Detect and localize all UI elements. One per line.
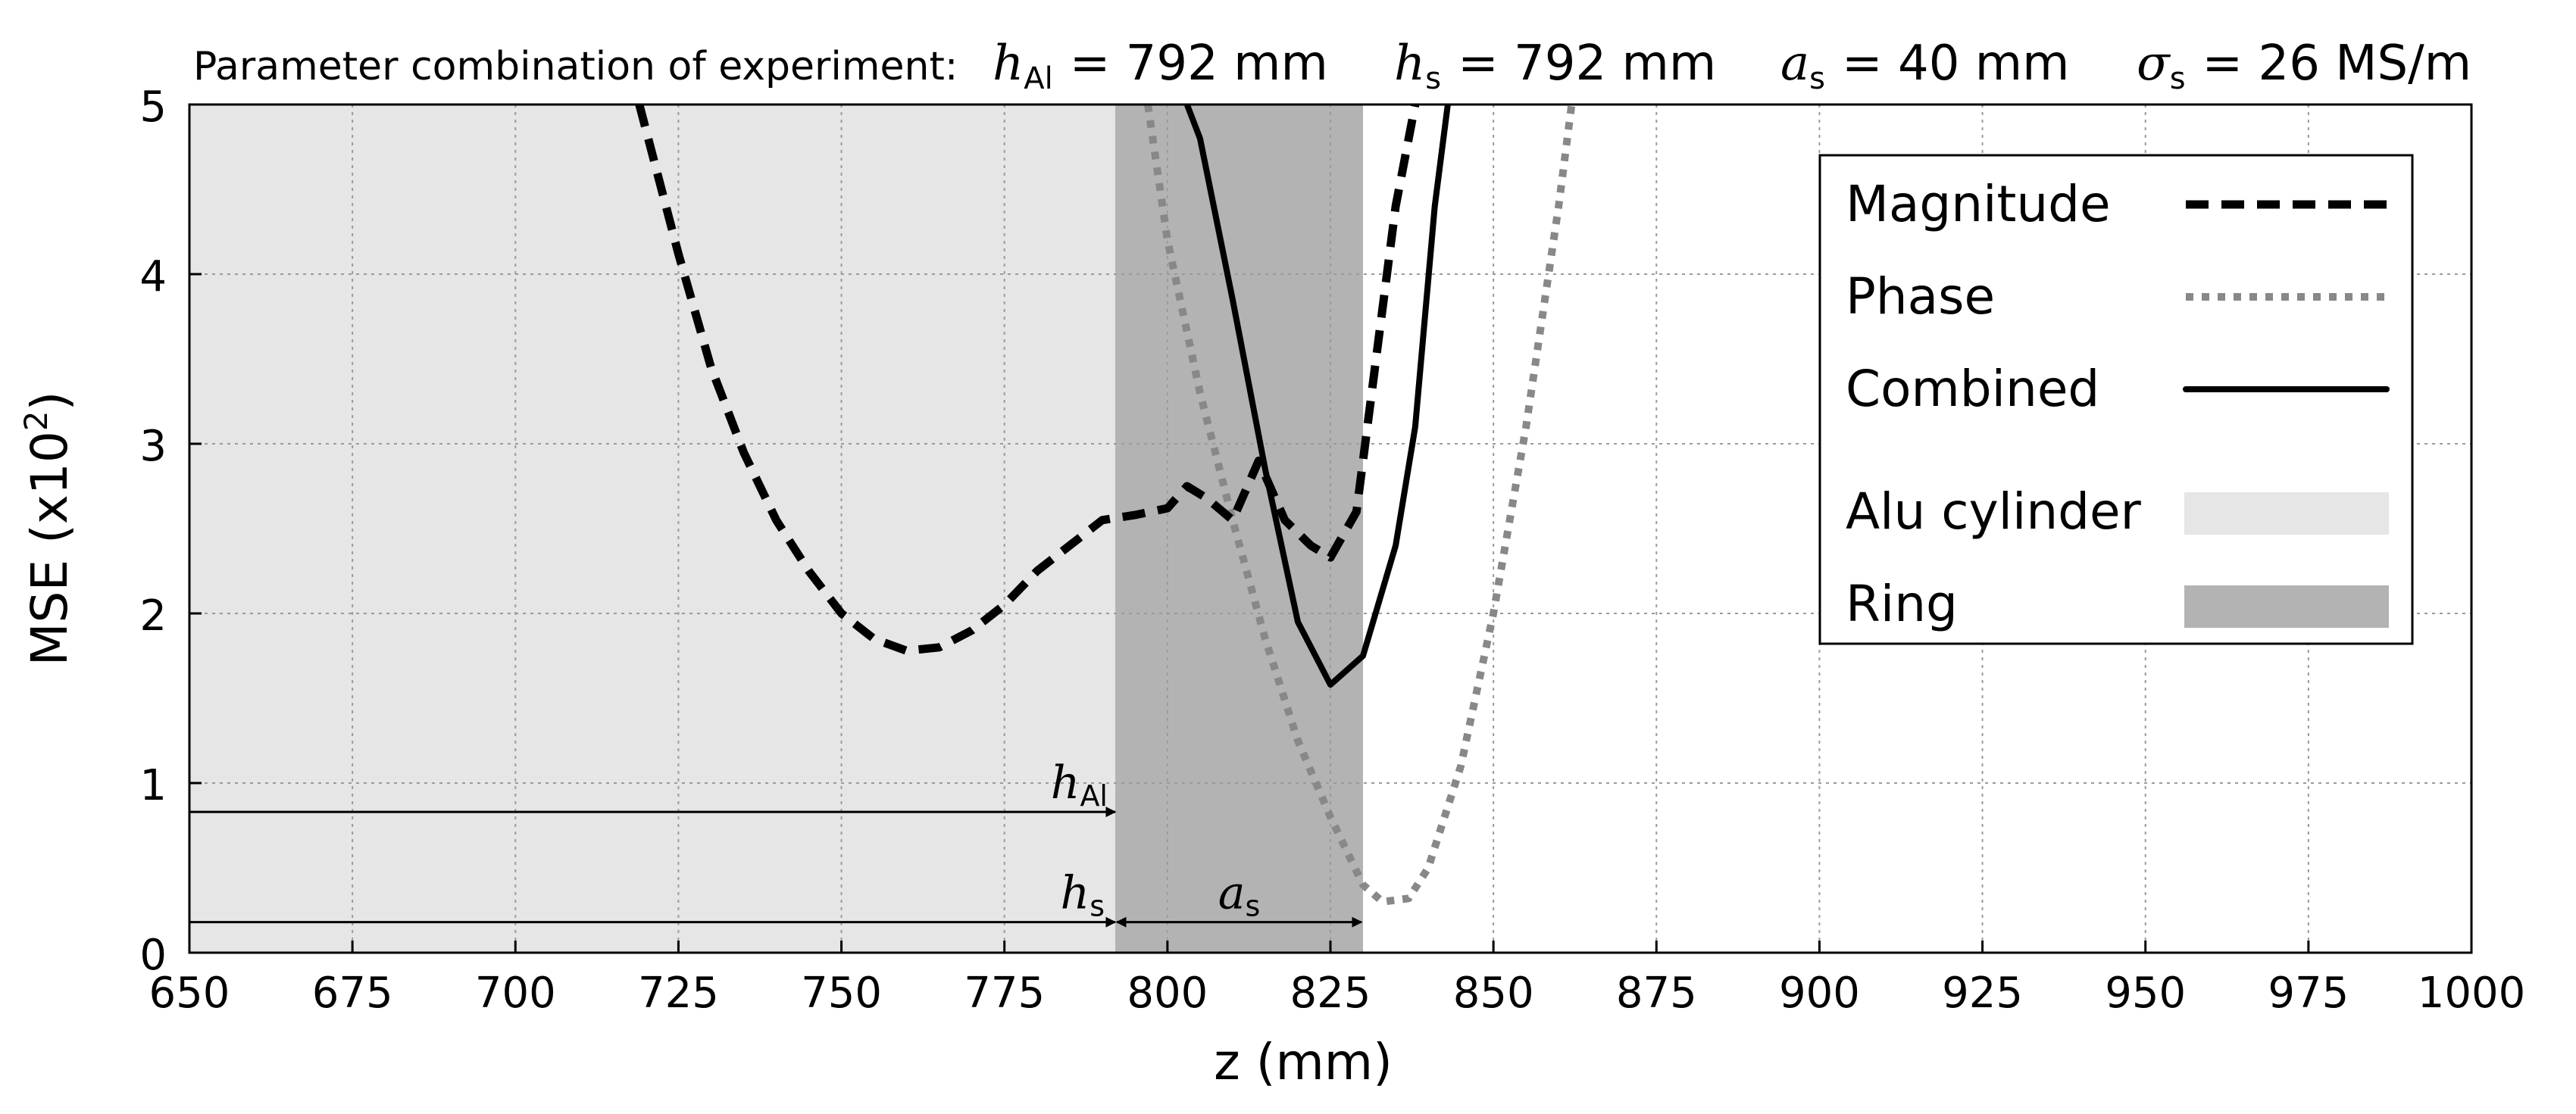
param-sigma-s: σs = 26 MS/m	[2137, 36, 2471, 96]
legend: Magnitude Phase Combined Alu cylinder Ri…	[1818, 154, 2414, 645]
y-tick-label-3: 3	[139, 422, 167, 471]
series-line-combined	[1183, 105, 1451, 688]
svg-text:as= 40 mm: as = 40 mm	[1780, 36, 2069, 96]
y-tick-label-5: 5	[139, 83, 167, 132]
legend-label-phase: Phase	[1846, 267, 1995, 326]
param-sigma-s-value: = 26 MS/m	[2202, 36, 2472, 92]
annotation-h-al: hAl	[1051, 757, 1108, 813]
region-ring	[1115, 105, 1364, 953]
annotation-a-s-subscript: s	[1246, 890, 1261, 923]
annotation-a-s: as	[1218, 867, 1261, 923]
annotation-h-s: hs	[1061, 867, 1105, 923]
y-tick-label-1: 1	[139, 761, 167, 810]
param-a-s: as = 40 mm	[1780, 36, 2069, 96]
legend-label-ring: Ring	[1846, 575, 1958, 633]
series-group	[635, 105, 1576, 906]
annotation-a-s-symbol: a	[1218, 867, 1246, 920]
y-axis-title-main: MSE (x10	[20, 431, 79, 666]
series-line-phase	[1144, 105, 1576, 906]
param-a-s-value: = 40 mm	[1842, 36, 2069, 92]
param-sigma-s-subscript: s	[2170, 61, 2186, 96]
annotation-h-al-symbol: h	[1051, 757, 1080, 810]
x-tick-label-850: 850	[1453, 969, 1534, 1018]
param-h-al-symbol: h	[993, 36, 1024, 92]
param-sigma-s-symbol: σ	[2137, 36, 2171, 92]
param-h-al: hAl = 792 mm	[993, 36, 1328, 96]
annotation-h-s-subscript: s	[1089, 890, 1105, 923]
svg-text:hAl= 792 mm: hAl = 792 mm	[993, 36, 1328, 96]
svg-text:hs= 792 mm: hs = 792 mm	[1394, 36, 1716, 96]
x-tick-label-1000: 1000	[2418, 969, 2526, 1018]
legend-swatch-ring	[2184, 585, 2389, 628]
annotation-h-al-subscript: Al	[1080, 779, 1108, 813]
x-tick-label-900: 900	[1779, 969, 1860, 1018]
y-axis-title-end: )	[20, 392, 79, 411]
axis-ticks: 650 675 700 725 750 775 800 825 850 875 900 925 950 9…	[139, 83, 2525, 1018]
param-h-s-value: = 792 mm	[1458, 36, 1716, 92]
x-tick-label-975: 975	[2268, 969, 2349, 1018]
legend-label-combined: Combined	[1846, 360, 2099, 418]
series-line-magnitude	[635, 105, 1420, 655]
x-tick-label-875: 875	[1616, 969, 1697, 1018]
legend-swatch-alu-cylinder	[2184, 492, 2389, 535]
param-h-s-subscript: s	[1425, 61, 1441, 96]
annotation-h-s-symbol: h	[1061, 867, 1090, 920]
x-tick-label-675: 675	[312, 969, 393, 1018]
x-axis-title: z (mm)	[1214, 1033, 1393, 1091]
y-axis-title: MSE (x102)	[17, 392, 79, 666]
annotations: hAl hs as	[189, 757, 1363, 928]
x-tick-label-650: 650	[149, 969, 230, 1018]
legend-label-alu-cylinder: Alu cylinder	[1846, 482, 2142, 541]
param-h-s-symbol: h	[1394, 36, 1425, 92]
legend-label-magnitude: Magnitude	[1846, 175, 2111, 233]
x-tick-label-725: 725	[638, 969, 719, 1018]
x-tick-label-750: 750	[801, 969, 882, 1018]
x-tick-label-700: 700	[475, 969, 556, 1018]
param-h-al-value: = 792 mm	[1070, 36, 1328, 92]
y-tick-label-4: 4	[139, 252, 167, 301]
regions	[189, 105, 1364, 953]
x-tick-label-800: 800	[1127, 969, 1208, 1018]
legend-box	[1818, 154, 2414, 645]
param-h-al-subscript: Al	[1024, 61, 1052, 96]
y-tick-label-0: 0	[139, 931, 167, 980]
y-axis-title-sup: 2	[17, 410, 55, 431]
param-a-s-subscript: s	[1809, 61, 1825, 96]
x-tick-label-925: 925	[1942, 969, 2023, 1018]
y-tick-label-2: 2	[139, 591, 167, 641]
x-tick-label-950: 950	[2105, 969, 2186, 1018]
svg-text:σs= 26 MS/m: σs = 26 MS/m	[2137, 36, 2471, 96]
x-tick-label-775: 775	[964, 969, 1045, 1018]
region-alu-cylinder	[189, 105, 1116, 953]
chart-title: Parameter combination of experiment:	[193, 44, 958, 89]
param-h-s: hs = 792 mm	[1394, 36, 1716, 96]
x-tick-label-825: 825	[1290, 969, 1371, 1018]
param-a-s-symbol: a	[1780, 36, 1809, 92]
